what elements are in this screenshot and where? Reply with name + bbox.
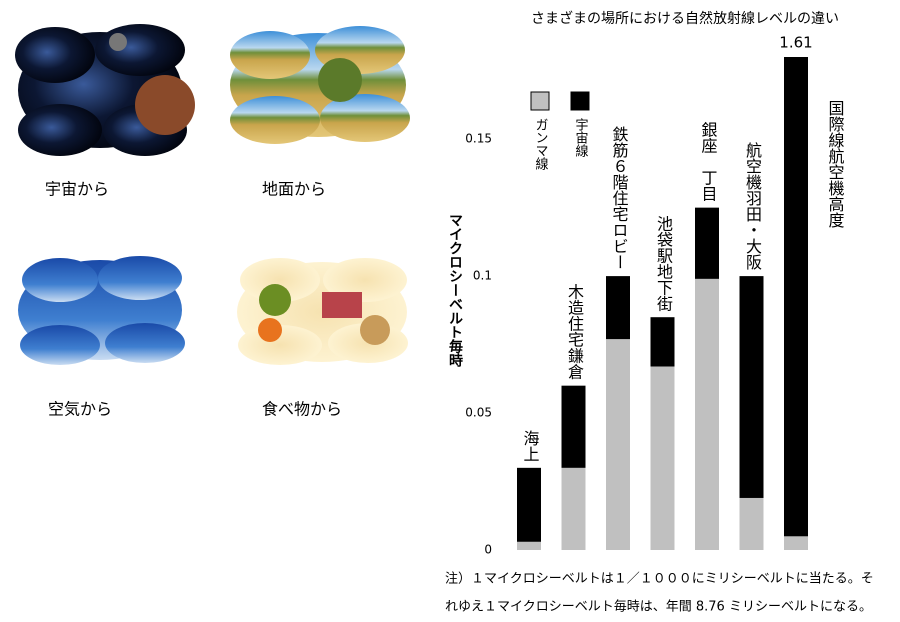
- caption: 地面から: [262, 180, 326, 199]
- category-label: 国際線航空機高度: [826, 100, 845, 228]
- bar-segment: [650, 366, 675, 550]
- bar-segment: [561, 385, 586, 468]
- bar-segment: [650, 317, 675, 367]
- data-label: 1.61: [779, 34, 812, 52]
- bar-segment: [606, 276, 630, 340]
- bar-segment: [695, 278, 719, 550]
- bar-segment: [695, 207, 719, 279]
- category-label: 銀座 丁目: [699, 122, 718, 202]
- caption: 空気から: [48, 400, 112, 419]
- category-label: 鉄筋６階住宅ロビー: [610, 126, 629, 270]
- category-label: 航空機羽田・大阪: [743, 142, 762, 270]
- cloud-ground: [230, 26, 410, 144]
- category-label: 池袋駅地下街: [654, 215, 673, 311]
- footnote: れゆえ１マイクロシーベルト毎時は、年間 8.76 ミリシーベルトになる。: [445, 599, 872, 615]
- bar-segment: [739, 497, 764, 550]
- y-axis-label: マイクロシーベルト毎時: [447, 213, 463, 368]
- chart-title: さまざまの場所における自然放射線レベルの違い: [531, 10, 839, 27]
- footnote: 注）１マイクロシーベルトは１／１０００にミリシーベルトに当たる。そ: [445, 572, 874, 587]
- bar-segment: [561, 467, 586, 550]
- category-label: 木造住宅鎌倉: [565, 284, 584, 380]
- category-label: 海上: [521, 430, 540, 462]
- y-tick-label: 0: [484, 543, 492, 557]
- y-tick-label: 0.15: [465, 132, 492, 146]
- legend-label: ガンマ線: [533, 118, 549, 170]
- cloud-food: [237, 258, 408, 365]
- caption: 宇宙から: [45, 180, 109, 199]
- plot: [517, 57, 808, 550]
- legend-label: 宇宙線: [573, 118, 589, 157]
- legend-swatch: [530, 91, 550, 111]
- bar-segment: [517, 541, 541, 550]
- y-tick-label: 0.1: [473, 269, 492, 283]
- caption: 食べ物から: [262, 400, 342, 419]
- cloud-space: [15, 24, 195, 156]
- y-tick-label: 0.05: [465, 406, 492, 420]
- bar-segment: [606, 339, 630, 550]
- bar-segment: [784, 57, 808, 537]
- bar-segment: [739, 276, 764, 498]
- bar-segment: [784, 536, 808, 550]
- cloud-air: [18, 256, 185, 365]
- bar-segment: [517, 467, 541, 542]
- legend-swatch: [570, 91, 590, 111]
